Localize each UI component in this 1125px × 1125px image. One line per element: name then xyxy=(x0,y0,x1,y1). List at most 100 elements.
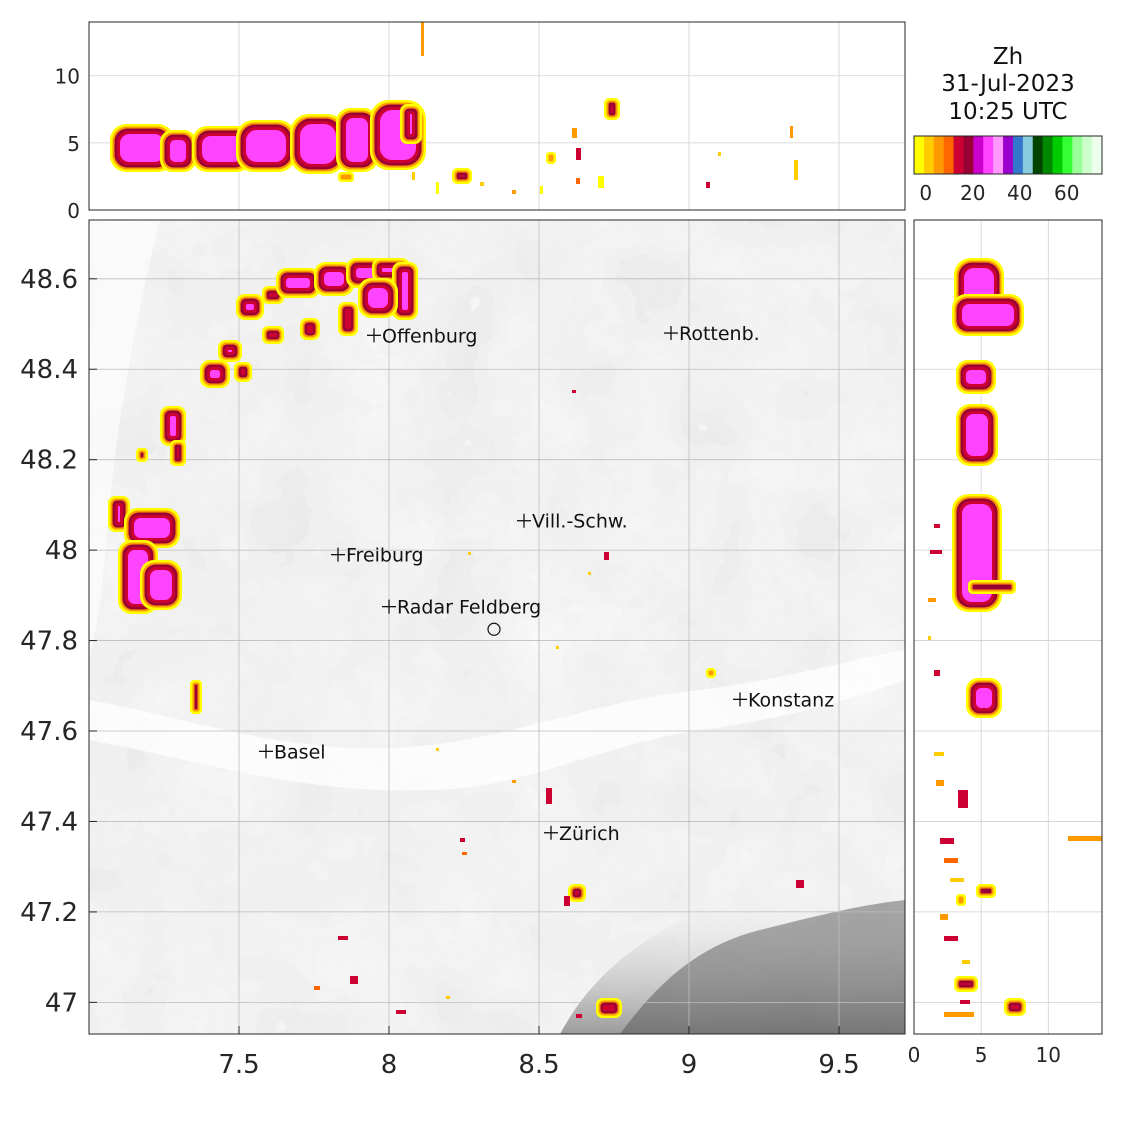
top-panel-frame xyxy=(88,21,906,211)
map-echo-speck xyxy=(546,788,552,804)
map-echo-cell xyxy=(236,294,264,320)
top-echo-speck xyxy=(790,126,793,138)
right-panel-frame xyxy=(913,219,1103,1035)
main-map: Offenburg Rottenb. Vill.-Schw. Freiburg Rada… xyxy=(20,219,906,1080)
right-x-tick-label: 5 xyxy=(975,1043,988,1067)
top-echo-cell xyxy=(452,168,472,184)
map-y-tick-label: 48.6 xyxy=(20,265,78,295)
right-echo-speck xyxy=(944,858,958,863)
top-echo-speck xyxy=(598,176,604,188)
map-y-tick-label: 48.4 xyxy=(20,355,78,385)
top-y-tick-label: 5 xyxy=(67,132,80,156)
map-x-tick-label: 8 xyxy=(381,1050,398,1080)
right-echo-speck xyxy=(960,1000,970,1004)
right-echo-cell xyxy=(976,884,996,898)
colorbar-segment xyxy=(1072,136,1083,174)
map-echo-cell xyxy=(160,406,186,446)
map-echo-cell xyxy=(262,326,284,344)
right-panel-echoes xyxy=(928,258,1102,1017)
map-echo-speck xyxy=(572,390,576,393)
map-y-tick-label: 47.2 xyxy=(20,898,78,928)
right-echo-speck xyxy=(1068,836,1102,841)
colorbar-segment xyxy=(1092,136,1103,174)
colorbar xyxy=(913,135,1103,175)
top-echo-speck xyxy=(421,22,424,56)
map-echo-cell xyxy=(568,884,586,902)
map-y-tick-label: 47.4 xyxy=(20,807,78,837)
rhine-valley xyxy=(89,650,905,791)
right-echo-cell xyxy=(956,404,998,466)
top-echo-cell xyxy=(110,124,174,172)
map-echo-cell xyxy=(706,668,716,678)
colorbar-segment xyxy=(983,136,994,174)
map-y-tick-label: 47.6 xyxy=(20,717,78,747)
colorbar-segment xyxy=(1042,136,1054,174)
city-marker: Freiburg xyxy=(331,545,424,567)
right-echo-cell xyxy=(952,494,1002,612)
map-echo-speck xyxy=(338,936,348,940)
colorbar-segment xyxy=(1012,136,1024,174)
map-echo-speck xyxy=(446,996,450,999)
map-echo-cell xyxy=(170,440,186,466)
map-echo-speck xyxy=(604,552,609,560)
city-label: Basel xyxy=(274,741,326,763)
right-echo-speck xyxy=(962,960,970,964)
map-echo-cell xyxy=(392,262,418,320)
right-panel: 0 5 10 xyxy=(908,219,1103,1067)
right-panel-background xyxy=(914,220,1102,1034)
city-marker: Rottenb. xyxy=(664,323,760,345)
top-echo-speck xyxy=(540,186,543,194)
city-marker: Radar Feldberg xyxy=(382,597,541,619)
right-echo-speck xyxy=(936,780,944,786)
map-echo-cell xyxy=(276,268,320,298)
map-y-tick-label: 47 xyxy=(45,988,78,1018)
city-marker: Basel xyxy=(259,741,326,763)
colorbar-tick-label: 40 xyxy=(1007,181,1032,205)
right-echo-cell xyxy=(954,976,978,992)
map-x-ticks: 7.5 8 8.5 9 9.5 xyxy=(218,1026,860,1080)
top-echo-cell xyxy=(160,130,196,172)
map-echo-speck xyxy=(588,572,591,575)
map-y-tick-label: 48.2 xyxy=(20,446,78,476)
top-echo-cell xyxy=(400,104,422,144)
title-variable: Zh xyxy=(993,44,1023,70)
city-marker: Konstanz xyxy=(733,689,834,711)
right-echo-speck xyxy=(928,598,936,602)
top-echo-speck xyxy=(718,152,721,156)
colorbar-segment xyxy=(963,136,974,174)
right-echo-cell xyxy=(952,294,1024,336)
map-grid xyxy=(89,220,905,1034)
right-echo-speck xyxy=(934,670,940,676)
right-echo-speck xyxy=(934,752,944,756)
right-echo-cell xyxy=(956,894,966,906)
city-label: Offenburg xyxy=(382,325,477,347)
right-echo-speck xyxy=(928,636,931,640)
colorbar-segment xyxy=(993,136,1004,174)
right-echo-speck xyxy=(934,524,940,528)
map-echo-speck xyxy=(796,880,804,888)
colorbar-segment xyxy=(1032,136,1044,174)
top-echo-speck xyxy=(794,160,798,180)
top-panel-background xyxy=(89,22,905,210)
colorbar-segment xyxy=(933,136,945,174)
right-x-tick-label: 0 xyxy=(908,1043,921,1067)
map-echo-speck xyxy=(512,780,516,783)
map-echo-cell xyxy=(314,262,354,296)
map-echo-speck xyxy=(314,986,320,990)
colorbar-segment xyxy=(1062,136,1073,174)
top-echo-cell xyxy=(338,172,354,182)
top-echo-speck xyxy=(572,128,577,138)
title-time: 10:25 UTC xyxy=(948,99,1067,125)
map-echo-speck xyxy=(564,896,570,906)
map-x-tick-label: 9.5 xyxy=(818,1050,859,1080)
top-echo-cell xyxy=(546,152,556,164)
city-label: Konstanz xyxy=(748,689,834,711)
city-marker: Offenburg xyxy=(367,325,477,347)
city-label: Freiburg xyxy=(346,545,424,567)
colorbar-frame xyxy=(913,135,1103,175)
map-echo-speck xyxy=(460,838,465,842)
colorbar-segment xyxy=(1052,136,1063,174)
top-panel: 0 5 10 xyxy=(55,21,906,223)
alps-relief-dark xyxy=(620,900,905,1034)
